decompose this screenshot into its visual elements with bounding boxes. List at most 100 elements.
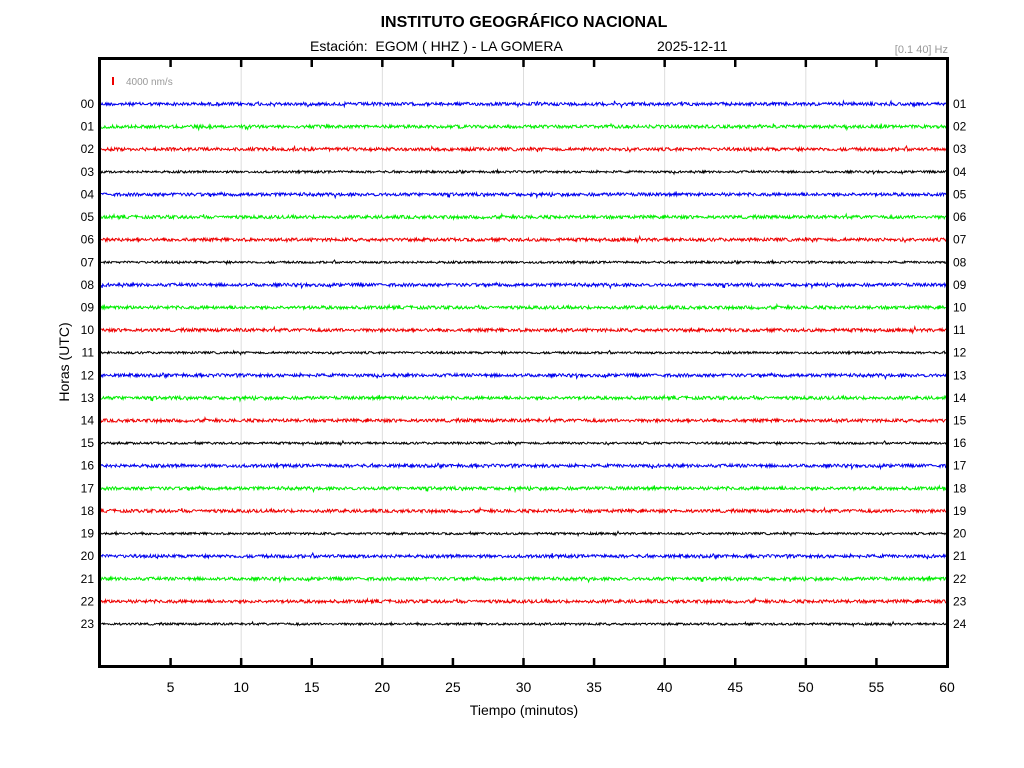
hour-label-right: 24: [953, 617, 967, 631]
x-tick-label: 40: [657, 679, 673, 695]
left-hour-labels: 00 01 02 03 04 05 06 07 08 09 10 11 12 13 14 15 16 17 18 19…: [81, 97, 95, 631]
trace-hour-13: [99, 393, 947, 403]
trace-hour-11: [99, 349, 947, 357]
hour-label-right: 21: [953, 549, 967, 563]
hour-label-right: 14: [953, 391, 967, 405]
hour-label-left: 07: [81, 255, 95, 269]
trace-hour-20: [99, 551, 947, 560]
hour-label-left: 21: [81, 572, 95, 586]
hour-label-left: 19: [81, 527, 95, 541]
hour-label-left: 03: [81, 165, 95, 179]
hour-label-left: 17: [81, 481, 95, 495]
trace-hour-19: [99, 530, 947, 538]
hour-label-right: 12: [953, 346, 967, 360]
hour-label-right: 05: [953, 187, 967, 201]
trace-hour-10: [99, 325, 947, 335]
hour-label-left: 06: [81, 233, 95, 247]
y-axis-label: Horas (UTC): [56, 322, 72, 401]
hour-label-right: 01: [953, 97, 967, 111]
hour-label-right: 09: [953, 278, 967, 292]
hour-label-left: 02: [81, 142, 95, 156]
trace-hour-08: [99, 281, 947, 290]
hour-label-right: 08: [953, 255, 967, 269]
hour-label-left: 16: [81, 459, 95, 473]
x-tick-label: 60: [939, 679, 955, 695]
hour-label-left: 01: [81, 120, 95, 134]
x-tick-label: 50: [798, 679, 814, 695]
hour-label-right: 23: [953, 594, 967, 608]
trace-hour-03: [99, 168, 947, 176]
trace-hour-17: [99, 484, 947, 494]
scale-label: 4000 nm/s: [126, 77, 173, 88]
hour-label-left: 11: [82, 346, 95, 360]
hour-label-left: 05: [81, 210, 95, 224]
x-tick-labels: 5 10 15 20 25 30 35 40 45 50 55 60: [167, 679, 955, 695]
hour-label-right: 22: [953, 572, 967, 586]
hour-label-left: 14: [81, 414, 95, 428]
ticks: [169, 59, 878, 666]
hour-label-left: 22: [81, 594, 95, 608]
trace-hour-04: [99, 190, 947, 200]
hour-label-right: 06: [953, 210, 967, 224]
right-hour-labels: 01 02 03 04 05 06 07 08 09 10 11 12 13 14 15 16 17 18 19 20…: [953, 97, 967, 631]
x-tick-label: 30: [516, 679, 532, 695]
date-label: 2025-12-11: [657, 38, 728, 54]
x-tick-label: 20: [375, 679, 391, 695]
trace-hour-01: [99, 122, 947, 132]
trace-hour-15: [99, 439, 947, 447]
trace-hour-05: [99, 212, 947, 221]
hour-label-right: 19: [953, 504, 967, 518]
hour-label-right: 20: [953, 527, 967, 541]
x-tick-label: 35: [586, 679, 602, 695]
scale-bar: [112, 77, 114, 85]
trace-hour-06: [99, 234, 947, 245]
x-tick-label: 25: [445, 679, 461, 695]
x-tick-label: 45: [727, 679, 743, 695]
hour-label-right: 04: [953, 165, 967, 179]
trace-hour-18: [99, 506, 947, 515]
hour-label-left: 18: [81, 504, 95, 518]
x-tick-label: 10: [233, 679, 249, 695]
hour-label-left: 15: [81, 436, 95, 450]
x-tick-label: 15: [304, 679, 320, 695]
hour-label-left: 13: [81, 391, 95, 405]
trace-hour-07: [99, 258, 947, 266]
hour-label-left: 09: [81, 300, 95, 314]
trace-hour-22: [99, 596, 947, 606]
filter-label: [0.1 40] Hz: [895, 44, 948, 56]
chart-title: INSTITUTO GEOGRÁFICO NACIONAL: [381, 12, 668, 31]
trace-hour-16: [99, 462, 947, 471]
hour-label-left: 04: [81, 187, 95, 201]
hour-label-right: 02: [953, 120, 967, 134]
hour-label-right: 18: [953, 481, 967, 495]
hour-label-right: 17: [953, 459, 967, 473]
trace-hour-09: [99, 302, 947, 312]
hour-label-left: 12: [81, 368, 95, 382]
trace-hour-12: [99, 371, 947, 381]
trace-hour-00: [99, 99, 947, 109]
trace-hour-21: [99, 575, 947, 584]
traces: [99, 99, 947, 628]
hour-label-right: 10: [953, 300, 967, 314]
x-tick-label: 5: [167, 679, 175, 695]
hour-label-left: 10: [81, 323, 95, 337]
trace-hour-14: [99, 415, 947, 425]
plot-frame: [98, 57, 949, 668]
trace-hour-23: [99, 620, 947, 628]
hour-label-left: 00: [81, 97, 95, 111]
hour-label-right: 13: [953, 368, 967, 382]
hour-label-left: 23: [81, 617, 95, 631]
x-axis-label: Tiempo (minutos): [470, 702, 578, 718]
hour-label-right: 07: [953, 233, 967, 247]
hour-label-right: 16: [953, 436, 967, 450]
x-tick-label: 55: [869, 679, 885, 695]
hour-label-right: 03: [953, 142, 967, 156]
station-label: Estación: EGOM ( HHZ ) - LA GOMERA: [310, 38, 563, 54]
hour-label-right: 15: [953, 414, 967, 428]
hour-label-left: 08: [81, 278, 95, 292]
hour-label-left: 20: [81, 549, 95, 563]
grid: [240, 59, 807, 666]
hour-label-right: 11: [953, 323, 966, 337]
trace-hour-02: [99, 144, 947, 154]
